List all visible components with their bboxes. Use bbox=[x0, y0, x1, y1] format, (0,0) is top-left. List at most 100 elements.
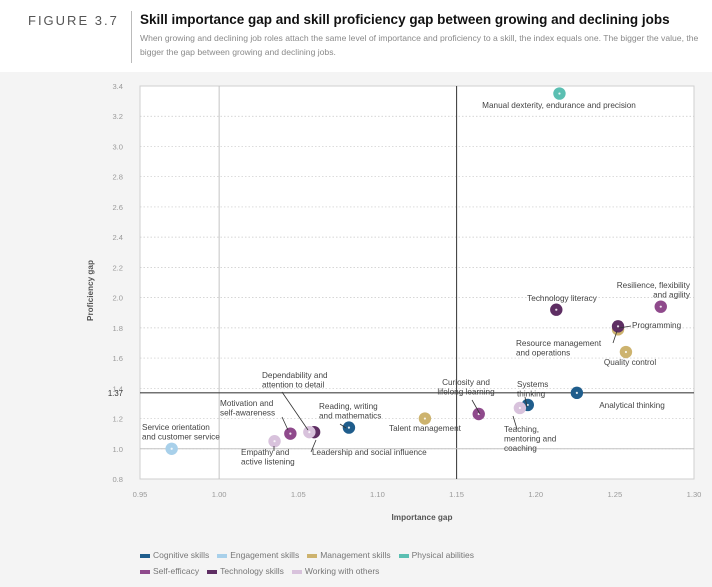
header-divider bbox=[131, 11, 132, 63]
data-point-center bbox=[347, 426, 351, 429]
label-leader-line bbox=[618, 325, 632, 329]
legend-item: Self-efficacy bbox=[140, 566, 199, 576]
data-point-group bbox=[619, 345, 633, 359]
y-tick-label: 1.0 bbox=[112, 445, 123, 454]
data-label-line: and mathematics bbox=[319, 411, 381, 420]
y-tick-label: 0.8 bbox=[112, 475, 123, 484]
data-label: Reading, writing and mathematics bbox=[319, 402, 381, 420]
data-point-center bbox=[659, 305, 662, 308]
x-tick-label: 1.10 bbox=[370, 490, 385, 499]
data-label-line: Leadership and social influence bbox=[312, 448, 427, 457]
legend-swatch bbox=[207, 569, 218, 574]
legend-item: Physical abilities bbox=[398, 549, 474, 560]
data-label-line: Quality control bbox=[604, 358, 657, 367]
data-label: Leadership and social influence bbox=[312, 448, 427, 457]
data-label: Systems thinking bbox=[517, 380, 548, 398]
y-axis-title: Proficiency gap bbox=[86, 260, 95, 321]
data-point-center bbox=[558, 92, 561, 95]
data-label: Curiosity and lifelong learning bbox=[437, 378, 495, 396]
x-tick-label: 1.25 bbox=[607, 490, 622, 499]
data-label-line: Systems bbox=[517, 380, 548, 389]
y-tick-label: 2.0 bbox=[112, 294, 123, 303]
data-label-line: Technology literacy bbox=[527, 294, 598, 303]
data-label: Motivation and self-awareness bbox=[220, 399, 275, 417]
data-label-line: coaching bbox=[504, 444, 537, 453]
data-label-line: Curiosity and bbox=[442, 378, 490, 387]
x-tick-label: 1.00 bbox=[212, 490, 227, 499]
data-point-center bbox=[624, 350, 628, 354]
label-leader-line bbox=[471, 399, 481, 415]
figure-subtitle: When growing and declining job roles att… bbox=[140, 33, 699, 57]
legend-label: Physical abilities bbox=[411, 549, 474, 560]
label-leader-line bbox=[281, 416, 289, 431]
data-label-line: and customer service bbox=[142, 432, 220, 441]
legend-label: Management skills bbox=[320, 549, 391, 560]
figure-title: Skill importance gap and skill proficien… bbox=[140, 12, 670, 27]
legend-item: Cognitive skills bbox=[140, 550, 209, 560]
data-label-line: mentoring and bbox=[504, 434, 557, 443]
x-tick-label: 1.20 bbox=[528, 490, 543, 499]
y-tick-label: 1.8 bbox=[112, 324, 123, 333]
data-label-line: Teaching, bbox=[504, 425, 539, 434]
x-tick-label: 0.95 bbox=[133, 490, 148, 499]
legend-item: Management skills bbox=[307, 549, 391, 560]
data-label: Teaching, mentoring and coaching bbox=[504, 425, 557, 453]
scatter-chart: 0.8 1.0 1.2 1.4 1.6 1.8 2.0 2.2 2.4 2.6 2.8 3.0 3.2 3… bbox=[86, 82, 701, 522]
label-leader-line bbox=[339, 423, 347, 429]
data-point-center bbox=[616, 325, 620, 328]
legend-item: Working with others bbox=[291, 565, 380, 576]
data-point-center bbox=[518, 406, 521, 410]
data-label-line: Reading, writing bbox=[319, 402, 378, 411]
reference-line-label: 1.37 bbox=[108, 389, 123, 398]
legend-label: Technology skills bbox=[220, 565, 284, 576]
legend-swatch bbox=[398, 553, 409, 558]
x-axis-title: Importance gap bbox=[392, 513, 453, 522]
legend-item: Technology skills bbox=[207, 566, 284, 576]
legend-swatch bbox=[307, 553, 318, 558]
data-point-center bbox=[289, 432, 292, 435]
y-tick-label: 3.4 bbox=[112, 82, 123, 91]
data-label-line: Dependability and bbox=[262, 371, 328, 380]
legend-swatch bbox=[140, 553, 150, 558]
data-label-line: Talent management bbox=[389, 424, 462, 433]
data-label: Programming bbox=[632, 321, 682, 330]
data-point-group bbox=[284, 427, 297, 440]
data-point-center bbox=[555, 308, 558, 311]
label-leader-line bbox=[310, 439, 317, 453]
data-label: Technology literacy bbox=[527, 294, 598, 303]
data-point-group bbox=[472, 407, 485, 421]
y-tick-label: 1.2 bbox=[112, 415, 123, 424]
data-point-group bbox=[611, 320, 625, 333]
y-tick-label: 2.6 bbox=[112, 203, 123, 212]
legend-swatch bbox=[140, 569, 150, 574]
data-label-line: Resource management bbox=[516, 339, 602, 348]
data-label: Talent management bbox=[389, 424, 462, 433]
y-tick-label: 3.0 bbox=[112, 142, 123, 151]
data-label-line: self-awareness bbox=[220, 408, 275, 417]
data-point-center bbox=[308, 431, 311, 434]
y-tick-label: 2.2 bbox=[112, 263, 123, 272]
data-point-center bbox=[170, 447, 173, 450]
data-label-line: and agility bbox=[653, 290, 691, 299]
data-point-group bbox=[342, 421, 356, 434]
label-leader-line bbox=[524, 396, 528, 408]
x-tick-label: 1.15 bbox=[449, 490, 464, 499]
data-point-center bbox=[273, 440, 276, 443]
chart-legend: Cognitive skills Engagement skills Managem… bbox=[140, 549, 482, 581]
data-label-line: active listening bbox=[241, 457, 295, 466]
y-tick-label: 1.6 bbox=[112, 354, 123, 363]
legend-label: Self-efficacy bbox=[153, 565, 200, 576]
data-label-line: Programming bbox=[632, 321, 682, 330]
legend-label: Working with others bbox=[304, 565, 380, 576]
data-label: Empathy and active listening bbox=[241, 448, 295, 466]
data-point-center bbox=[423, 417, 427, 420]
data-label-line: thinking bbox=[517, 389, 546, 398]
y-tick-label: 3.2 bbox=[112, 112, 123, 121]
label-leader-line bbox=[281, 391, 309, 431]
legend-row: Cognitive skills Engagement skills Managem… bbox=[140, 549, 482, 565]
data-point-center bbox=[526, 403, 529, 407]
data-label-line: Resilience, flexibility bbox=[617, 281, 691, 290]
data-point-group bbox=[550, 303, 563, 316]
legend-row: Self-efficacy Technology skills Working wi… bbox=[140, 565, 482, 581]
data-point-group bbox=[553, 87, 566, 100]
